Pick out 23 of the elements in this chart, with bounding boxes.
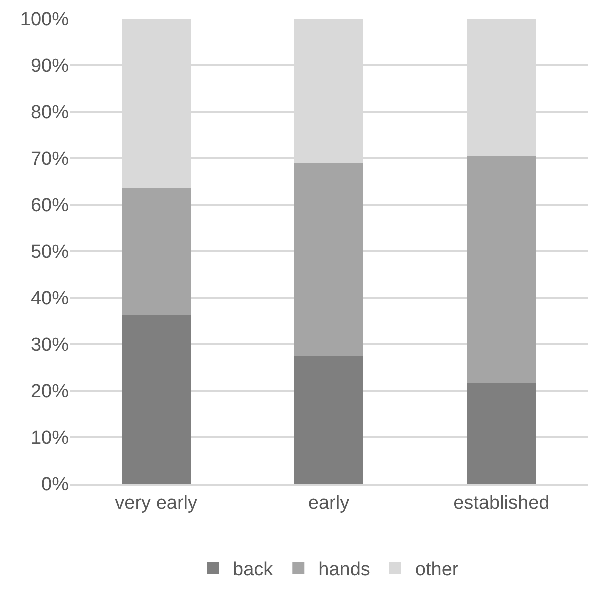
y-tick-label: 30%: [30, 335, 70, 356]
y-tick-label: 100%: [20, 10, 70, 31]
legend-label: back: [233, 559, 274, 580]
y-tick-label: 80%: [30, 102, 70, 124]
y-tick-label: 0%: [42, 474, 70, 496]
bar: [122, 188, 191, 316]
x-tick-label: early: [308, 492, 350, 514]
legend-label: other: [415, 559, 460, 580]
y-tick-label: 10%: [30, 428, 70, 450]
y-tick-label: 90%: [30, 56, 70, 78]
bar: [294, 164, 364, 356]
y-tick-label: 60%: [30, 196, 70, 217]
bar: [122, 315, 191, 484]
bar: [294, 356, 364, 484]
bar: [467, 384, 536, 484]
bar: [467, 156, 536, 384]
x-tick-label: very early: [115, 492, 198, 514]
y-tick-label: 50%: [30, 242, 70, 264]
x-tick-label: established: [454, 492, 550, 514]
y-tick-label: 70%: [30, 149, 70, 170]
legend-label: hands: [318, 559, 370, 580]
y-tick-label: 20%: [30, 382, 70, 403]
y-tick-label: 40%: [30, 288, 70, 310]
